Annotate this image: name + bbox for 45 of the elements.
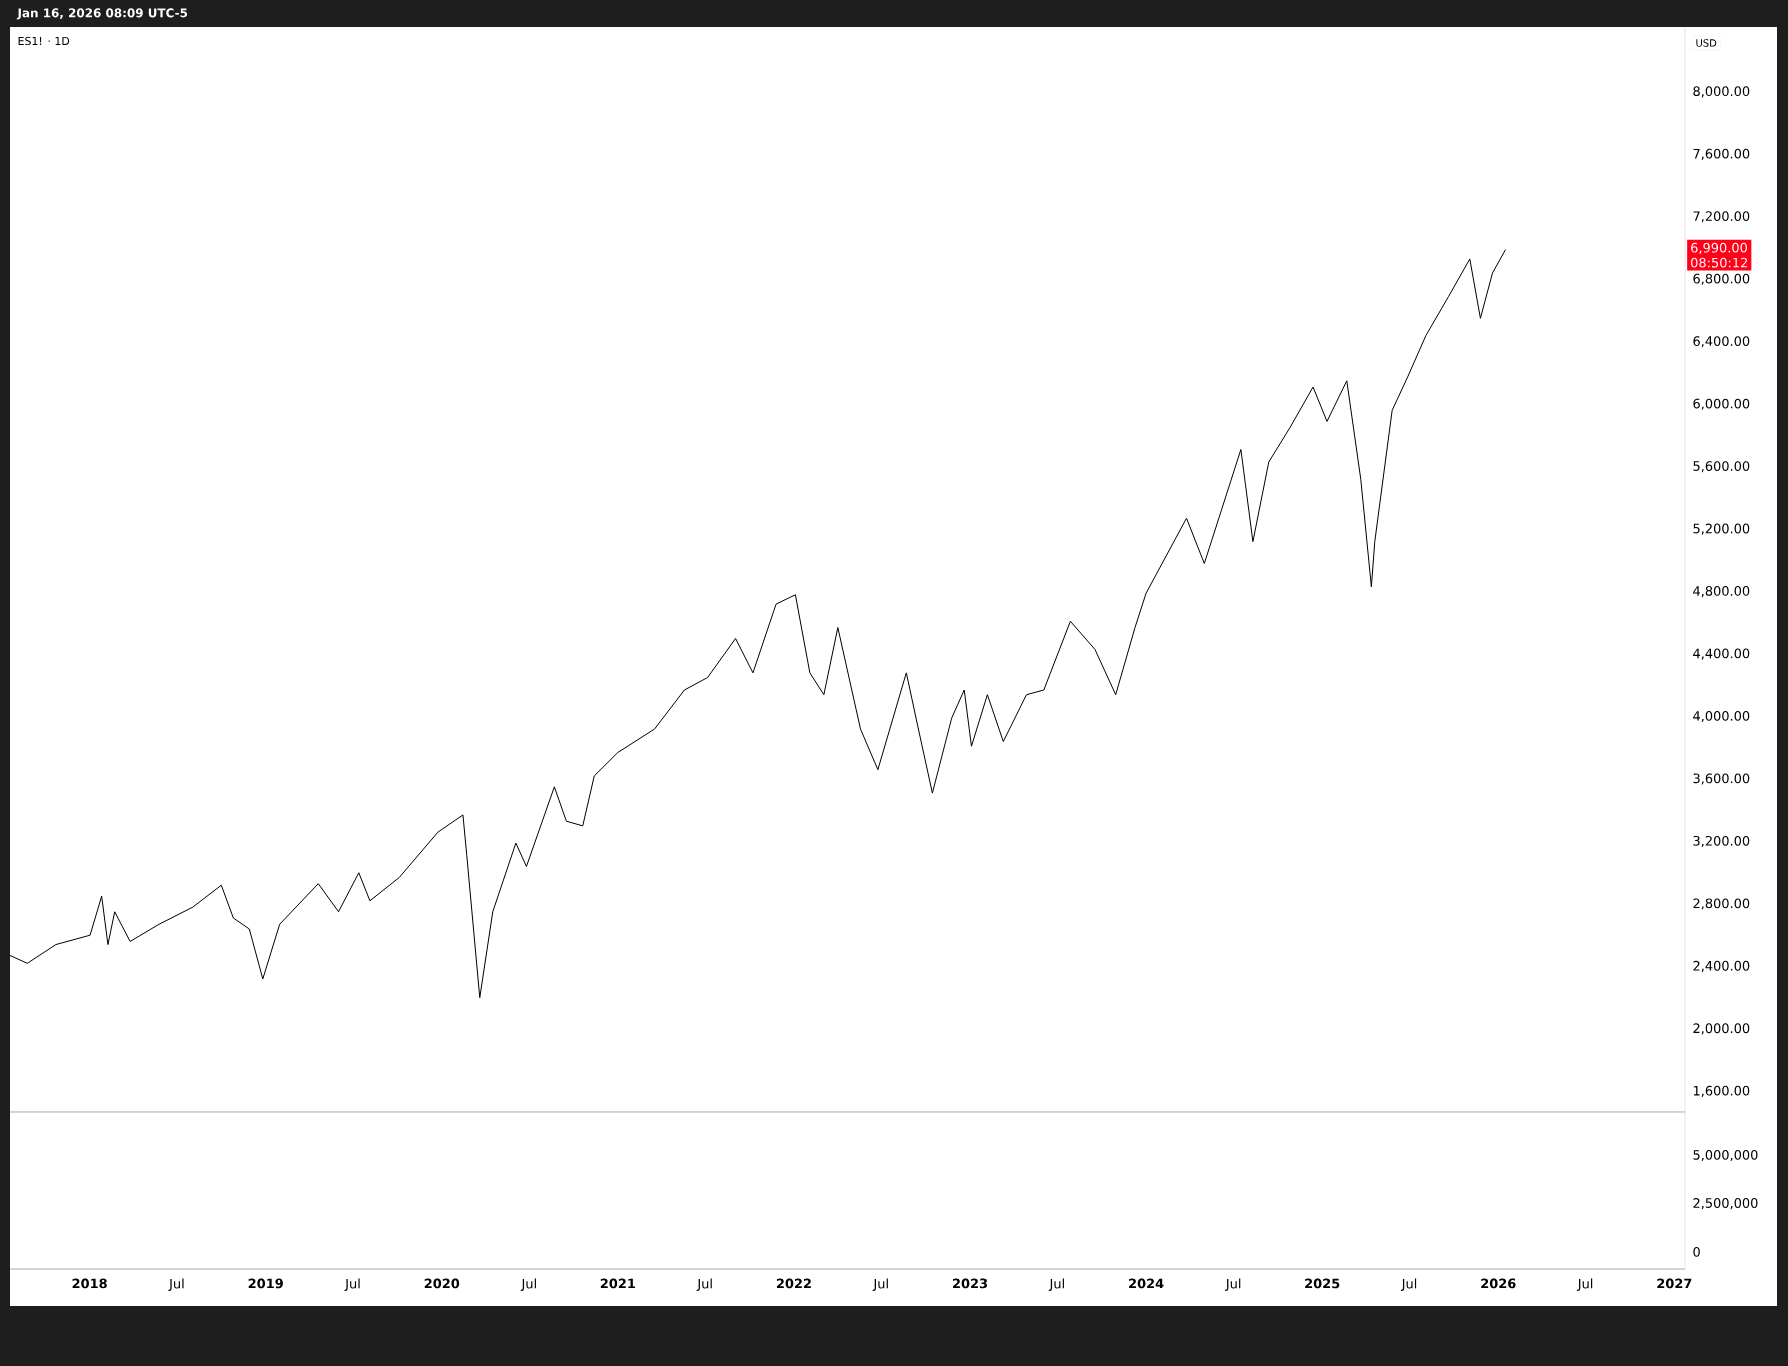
y-tick-label: 8,000.00 (1693, 86, 1750, 98)
x-tick-label: Jul (520, 1278, 536, 1291)
x-tick-label: 2022 (776, 1278, 811, 1289)
y-tick-label: 6,000.00 (1693, 398, 1750, 410)
y-tick-label: 3,600.00 (1693, 773, 1750, 785)
y-tick-label: 2,000.00 (1693, 1023, 1750, 1035)
x-tick-label: 2021 (600, 1278, 635, 1289)
chart-subtitle: Jan 16, 2026 08:09 UTC-5 (16, 8, 188, 20)
line-series (9, 249, 1506, 999)
x-tick-label: 2019 (248, 1278, 283, 1289)
x-tick-label: Jul (872, 1278, 888, 1291)
x-tick-label: Jul (1577, 1278, 1593, 1291)
y-tick-label: 6,800.00 (1693, 273, 1750, 285)
y-tick-label: 1,600.00 (1693, 1085, 1750, 1097)
y-tick-label: 7,600.00 (1693, 148, 1750, 160)
y-tick-label: 2,400.00 (1693, 960, 1750, 972)
y-tick-label: 3,200.00 (1693, 835, 1750, 848)
x-tick-label: 2026 (1481, 1278, 1516, 1289)
x-tick-label: Jul (1401, 1278, 1417, 1291)
text: ES1! · 1D (18, 36, 70, 46)
x-tick-label: 2024 (1129, 1278, 1164, 1289)
x-tick-label: 2025 (1305, 1278, 1340, 1289)
x-tick-label: Jul (344, 1278, 360, 1291)
y-tick-label: 5,200.00 (1693, 523, 1750, 535)
y-tick-label: 6,400.00 (1693, 336, 1750, 348)
x-tick-label: 2020 (424, 1278, 460, 1289)
y-tick-label: 0 (1693, 1246, 1700, 1257)
y-tick-label: 2,800.00 (1693, 898, 1750, 910)
y-axis-title: USD (1696, 39, 1717, 47)
y-tick-label: 2,500,000 (1693, 1198, 1758, 1210)
text: 6,990.00 (1691, 242, 1747, 254)
x-tick-label: Jul (1048, 1278, 1064, 1291)
y-tick-label: 4,800.00 (1693, 586, 1750, 598)
x-tick-label: Jul (168, 1278, 184, 1291)
y-tick-label: 5,600.00 (1693, 461, 1750, 473)
x-tick-label: 2027 (1657, 1278, 1692, 1289)
x-tick-label: Jul (696, 1278, 712, 1291)
y-tick-label: 7,200.00 (1693, 211, 1750, 223)
x-tick-label: 2023 (953, 1278, 988, 1289)
x-tick-label: 2018 (72, 1278, 107, 1289)
y-tick-label: 4,400.00 (1693, 648, 1750, 660)
y-tick-label: 4,000.00 (1693, 711, 1750, 723)
x-tick-label: Jul (1225, 1278, 1241, 1291)
text: 08:50:12 (1691, 257, 1748, 268)
y-tick-label: 5,000,000 (1693, 1149, 1758, 1162)
